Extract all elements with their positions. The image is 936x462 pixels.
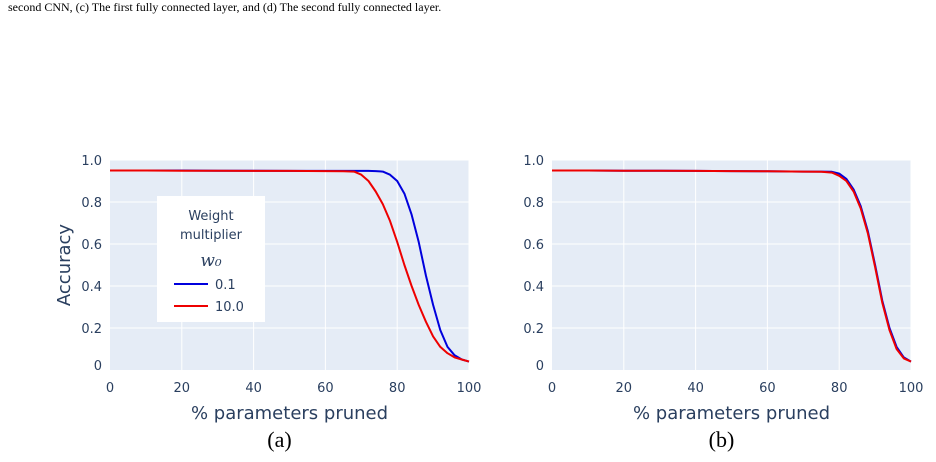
p1-legend-label-0.1: 0.1 — [215, 278, 236, 293]
p2-y-tick-label: 0 — [536, 359, 544, 374]
p2-x-tick-label: 20 — [616, 381, 633, 396]
p1-y-tick-label: 0 — [94, 359, 102, 374]
p1-x-tick-label: 20 — [174, 381, 191, 396]
p1-panel-label: (a) — [267, 427, 291, 452]
p2-series-line-10.0 — [552, 169, 912, 363]
p2-x-tick-label: 0 — [548, 381, 556, 396]
p1-x-tick-label: 100 — [457, 381, 482, 396]
p1-legend-title-math: w₀ — [200, 251, 222, 271]
p1-y-tick-label: 0.8 — [81, 196, 102, 211]
p1-series-line-10.0 — [110, 169, 470, 363]
p2-y-tick-label: 0.6 — [523, 238, 544, 253]
p1-x-tick-label: 40 — [245, 381, 262, 396]
p2-plot-area — [552, 160, 911, 370]
p2-x-axis-title: % parameters pruned — [633, 403, 830, 424]
p1-x-tick-label: 0 — [106, 381, 114, 396]
p1-x-tick-label: 60 — [317, 381, 334, 396]
p1-y-tick-label: 0.4 — [81, 280, 102, 295]
p1-y-tick-label: 0.2 — [81, 322, 102, 337]
p2-y-tick-label: 0.2 — [523, 322, 544, 337]
p1-legend-label-10.0: 10.0 — [215, 300, 244, 315]
p2-x-tick-label: 100 — [899, 381, 924, 396]
p2-x-tick-label: 80 — [831, 381, 848, 396]
p1-legend-title-line: Weight — [188, 209, 233, 224]
p1-y-tick-label: 1.0 — [81, 154, 102, 169]
p2-x-tick-label: 40 — [687, 381, 704, 396]
p2-y-tick-label: 0.8 — [523, 196, 544, 211]
p1-legend-box — [157, 196, 265, 322]
p1-y-axis-title: Accuracy — [54, 224, 75, 307]
figure-caption: second CNN, (c) The first fully connecte… — [8, 0, 442, 14]
p2-y-tick-label: 1.0 — [523, 154, 544, 169]
p2-panel-label: (b) — [709, 427, 735, 452]
p2-y-tick-label: 0.4 — [523, 280, 544, 295]
p1-x-axis-title: % parameters pruned — [191, 403, 388, 424]
p1-y-tick-label: 0.6 — [81, 238, 102, 253]
p1-legend-title-line: multiplier — [180, 228, 243, 243]
p1-x-tick-label: 80 — [389, 381, 406, 396]
p2-x-tick-label: 60 — [759, 381, 776, 396]
